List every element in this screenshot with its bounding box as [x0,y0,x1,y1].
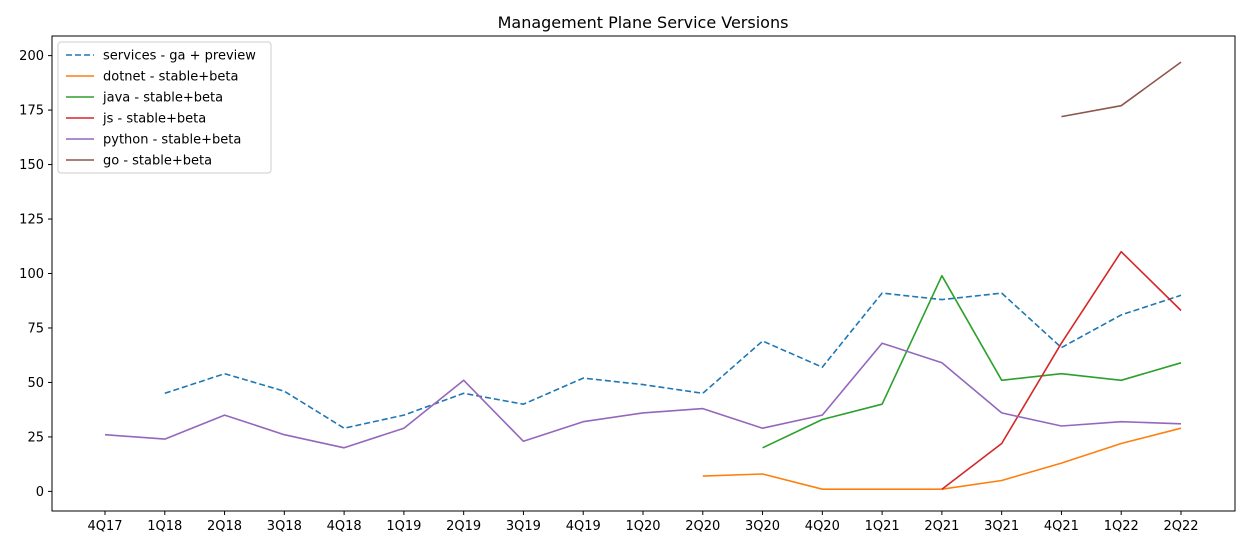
x-tick-label: 2Q21 [924,519,959,534]
series-line-2 [762,274,1182,449]
y-tick-label: 150 [19,158,44,173]
legend-entry: services - ga + preview [103,49,256,64]
x-tick-label: 3Q19 [506,519,541,534]
legend-entry: java - stable+beta [102,91,223,106]
y-tick-label: 50 [27,376,44,391]
series-line-3 [941,250,1182,490]
x-tick-label: 4Q20 [805,519,840,534]
plot-lines [104,61,1182,491]
x-tick-label: 2Q20 [685,519,720,534]
series-line-1 [702,427,1182,491]
legend: services - ga + preview dotnet - stable+b… [57,41,272,174]
x-tick-label: 3Q20 [745,519,780,534]
x-tick-label: 1Q18 [147,519,182,534]
y-tick-label: 175 [19,104,44,119]
y-tick-label: 200 [19,49,44,64]
x-tick-label: 1Q22 [1104,519,1139,534]
x-tick-label: 1Q20 [625,519,660,534]
y-tick-label: 25 [27,430,44,445]
x-tick-label: 4Q19 [566,519,601,534]
y-tick-label: 0 [36,485,44,500]
x-tick-label: 3Q21 [984,519,1019,534]
x-tick-label: 1Q21 [865,519,900,534]
y-axis: 0 25 50 75 100 125 150 175 200 [19,49,52,500]
x-tick-label: 1Q19 [386,519,421,534]
legend-box [57,41,272,174]
x-axis: 4Q17 1Q18 2Q18 3Q18 4Q18 1Q19 2Q19 3Q19 4Q19 1Q20… [87,511,1199,534]
chart-title: Management Plane Service Versions [498,13,789,32]
series-line-5 [1061,61,1182,118]
x-tick-label: 3Q18 [267,519,302,534]
x-tick-label: 4Q18 [327,519,362,534]
legend-entry: python - stable+beta [103,133,241,148]
series-line-4 [104,342,1182,449]
x-tick-label: 2Q19 [446,519,481,534]
legend-entry: dotnet - stable+beta [103,70,239,85]
x-tick-label: 2Q18 [207,519,242,534]
series-line-0 [164,292,1182,430]
x-tick-label: 4Q17 [87,519,122,534]
x-tick-label: 4Q21 [1044,519,1079,534]
y-tick-label: 125 [19,213,44,228]
y-tick-label: 75 [27,321,44,336]
legend-entry: js - stable+beta [102,112,206,127]
x-tick-label: 2Q22 [1163,519,1198,534]
y-tick-label: 100 [19,267,44,282]
legend-entry: go - stable+beta [103,154,212,169]
